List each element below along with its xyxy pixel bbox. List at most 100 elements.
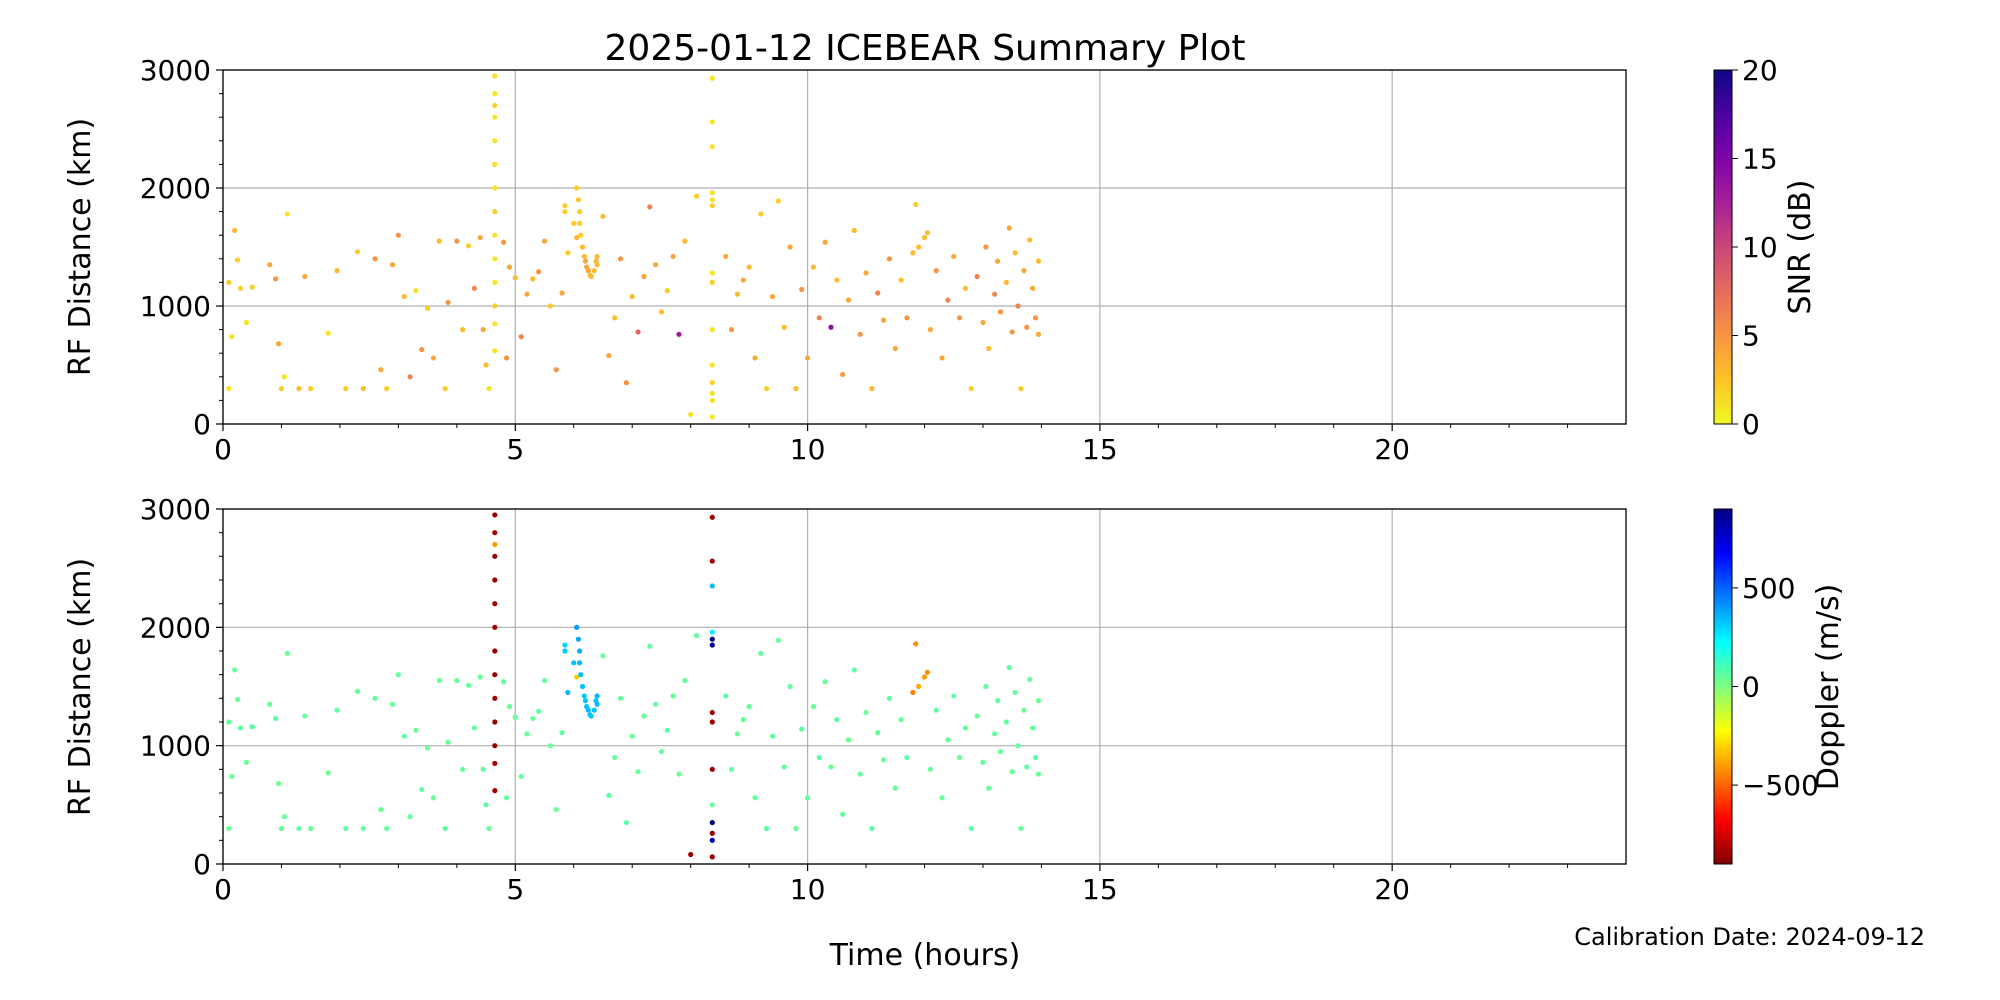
data-point (623, 819, 629, 826)
data-point (951, 253, 957, 260)
data-point (758, 650, 764, 656)
data-point (480, 766, 486, 772)
data-point (752, 355, 758, 361)
data-point (709, 802, 715, 808)
data-point (594, 693, 600, 699)
data-point (325, 770, 331, 776)
data-point (997, 748, 1004, 755)
data-point (956, 315, 963, 321)
data-point (407, 814, 413, 820)
data-point (486, 825, 492, 832)
data-point (709, 558, 715, 564)
data-point (1030, 725, 1036, 731)
data-point (709, 514, 715, 520)
data-point (670, 253, 676, 260)
data-point (787, 244, 793, 250)
data-point (606, 352, 612, 359)
x-tick-label: 15 (1082, 873, 1118, 906)
data-point (992, 291, 998, 297)
data-point (1018, 825, 1024, 832)
data-point (658, 748, 665, 755)
data-point (863, 709, 869, 716)
data-point (492, 719, 498, 725)
data-point (284, 650, 290, 656)
data-point (360, 386, 366, 392)
x-tick-label: 0 (214, 433, 232, 466)
data-point (962, 725, 969, 731)
data-point (460, 327, 466, 333)
data-point (709, 583, 715, 589)
data-point (693, 633, 700, 639)
data-point (574, 624, 580, 630)
data-point (492, 102, 498, 108)
data-point (758, 211, 764, 217)
data-point (994, 698, 1001, 704)
data-point (962, 285, 969, 291)
data-point (664, 727, 670, 733)
data-point (1012, 250, 1018, 256)
data-point (670, 693, 676, 699)
data-point (968, 386, 974, 392)
data-point (682, 238, 688, 244)
data-point (594, 253, 600, 260)
data-point (974, 713, 980, 719)
x-tick-label: 20 (1374, 873, 1410, 906)
x-tick-label: 10 (790, 873, 826, 906)
data-point (1030, 285, 1036, 291)
data-point (927, 766, 933, 772)
data-point (851, 227, 857, 234)
data-point (574, 234, 580, 241)
data-point (974, 273, 980, 280)
data-point (559, 730, 565, 736)
data-point (1027, 676, 1033, 683)
data-point (226, 279, 232, 285)
x-tick-label: 15 (1082, 433, 1118, 466)
data-point (869, 825, 875, 832)
data-point (913, 201, 919, 208)
data-point (709, 144, 715, 150)
data-point (492, 672, 498, 678)
data-point (425, 305, 431, 311)
data-point (924, 669, 931, 675)
data-point (275, 780, 282, 787)
data-point (676, 331, 682, 337)
data-point (492, 303, 498, 309)
data-point (492, 577, 498, 583)
data-point (585, 268, 591, 274)
data-point (939, 795, 945, 801)
data-point (799, 286, 805, 293)
data-point (1009, 769, 1015, 775)
data-point (492, 743, 498, 749)
data-point (1003, 719, 1009, 725)
data-point (308, 386, 314, 392)
data-point (623, 380, 629, 386)
data-point (945, 737, 951, 743)
data-point (709, 642, 715, 648)
data-point (506, 704, 513, 710)
data-point (880, 317, 887, 323)
data-point (612, 315, 618, 321)
data-point (492, 695, 498, 701)
data-point (775, 637, 781, 643)
data-point (571, 220, 577, 226)
data-point (506, 264, 513, 270)
data-point (562, 203, 568, 209)
data-point (723, 693, 729, 699)
data-point (980, 319, 986, 326)
data-point (267, 262, 273, 268)
data-point (1032, 754, 1039, 761)
data-point (769, 293, 776, 300)
top-axes-snr: 0 5 10 15 20 0 1000 2000 3000 0 5 10 15 20 (140, 54, 1778, 466)
data-point (728, 766, 735, 772)
data-point (793, 386, 799, 392)
data-point (676, 771, 682, 777)
data-point (492, 161, 498, 167)
data-point (875, 730, 881, 736)
data-point (1012, 689, 1018, 696)
data-point (740, 277, 746, 283)
data-point (562, 648, 568, 654)
colorbar-tick-label: 500 (1742, 572, 1795, 605)
data-point (709, 327, 715, 333)
data-point (588, 713, 594, 719)
data-point (658, 309, 665, 315)
